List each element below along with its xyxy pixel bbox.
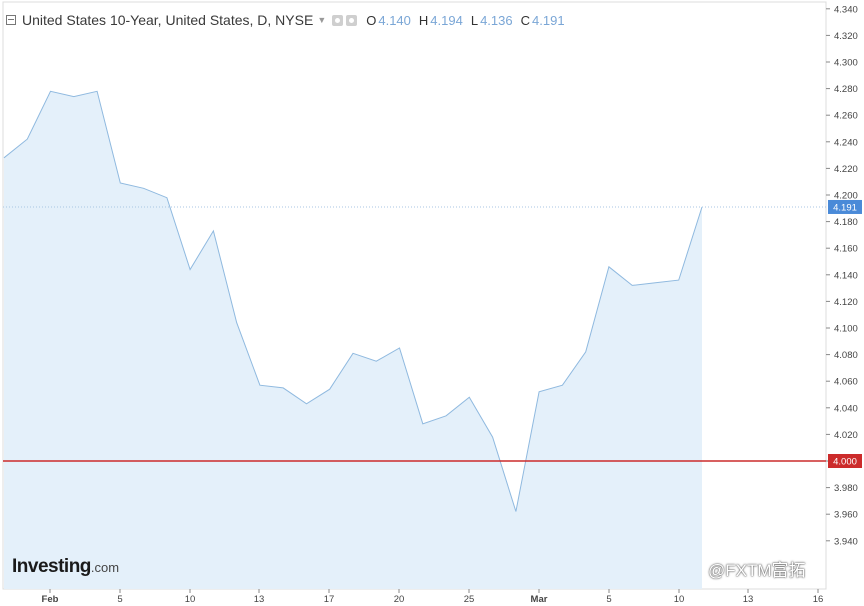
x-tick-label: 5	[606, 594, 611, 605]
y-tick-label: 3.980	[834, 483, 858, 494]
ohlc-values: O 4.140 H 4.194 L 4.136 C 4.191	[366, 13, 564, 28]
chevron-down-icon[interactable]: ▼	[317, 15, 327, 25]
y-tick-label: 4.060	[834, 377, 858, 388]
y-tick-label: 4.100	[834, 324, 858, 335]
x-tick-label: 20	[394, 594, 405, 605]
y-tick-label: 4.280	[834, 84, 858, 95]
y-tick-label: 4.340	[834, 4, 858, 15]
y-tick-label: 4.220	[834, 164, 858, 175]
eye-icon[interactable]	[332, 14, 344, 26]
ohlc-close: C 4.191	[520, 12, 565, 28]
y-tick-label: 3.940	[834, 536, 858, 547]
x-tick-label: 10	[674, 594, 685, 605]
instrument-title: United States 10-Year, United States, D,…	[22, 12, 314, 28]
ohlc-open: O 4.140	[366, 12, 411, 28]
y-tick-label: 4.180	[834, 217, 858, 228]
y-tick-label: 3.960	[834, 510, 858, 521]
ohlc-low: L 4.136	[470, 12, 513, 28]
x-tick-label: Feb	[42, 594, 59, 605]
watermark: @FXTM富拓	[708, 561, 806, 580]
price-line	[3, 90, 703, 512]
x-tick-label: 16	[813, 594, 824, 605]
last-value-badge-bg	[828, 199, 862, 214]
x-tick-label: 17	[324, 594, 335, 605]
x-tick-label: Mar	[531, 594, 548, 605]
x-tick-label: 13	[254, 594, 265, 605]
collapse-icon[interactable]	[6, 15, 16, 25]
ohlc-high: H 4.194	[418, 12, 463, 28]
y-tick-label: 4.020	[834, 430, 858, 441]
reference-badge: 4.000	[833, 457, 857, 468]
y-tick-label: 4.140	[834, 270, 858, 281]
investing-logo: Investing.com	[12, 556, 120, 577]
chart-header: United States 10-Year, United States, D,…	[6, 10, 565, 30]
x-tick-label: 10	[185, 594, 196, 605]
y-tick-label: 4.040	[834, 403, 858, 414]
settings-icon[interactable]	[346, 14, 358, 26]
price-area	[4, 91, 702, 590]
y-tick-label: 4.260	[834, 111, 858, 122]
y-tick-label: 4.300	[834, 58, 858, 69]
reference-badge-bg	[828, 454, 862, 468]
x-tick-label: 25	[464, 594, 475, 605]
y-tick-label: 4.240	[834, 137, 858, 148]
x-tick-label: 13	[743, 594, 754, 605]
x-tick-label: 5	[117, 594, 122, 605]
y-tick-label: 4.160	[834, 244, 858, 255]
last-value-badge: 4.191	[833, 202, 857, 213]
y-tick-label: 4.120	[834, 297, 858, 308]
y-tick-label: 4.080	[834, 350, 858, 361]
y-tick-label: 4.200	[834, 191, 858, 202]
y-tick-label: 4.320	[834, 31, 858, 42]
